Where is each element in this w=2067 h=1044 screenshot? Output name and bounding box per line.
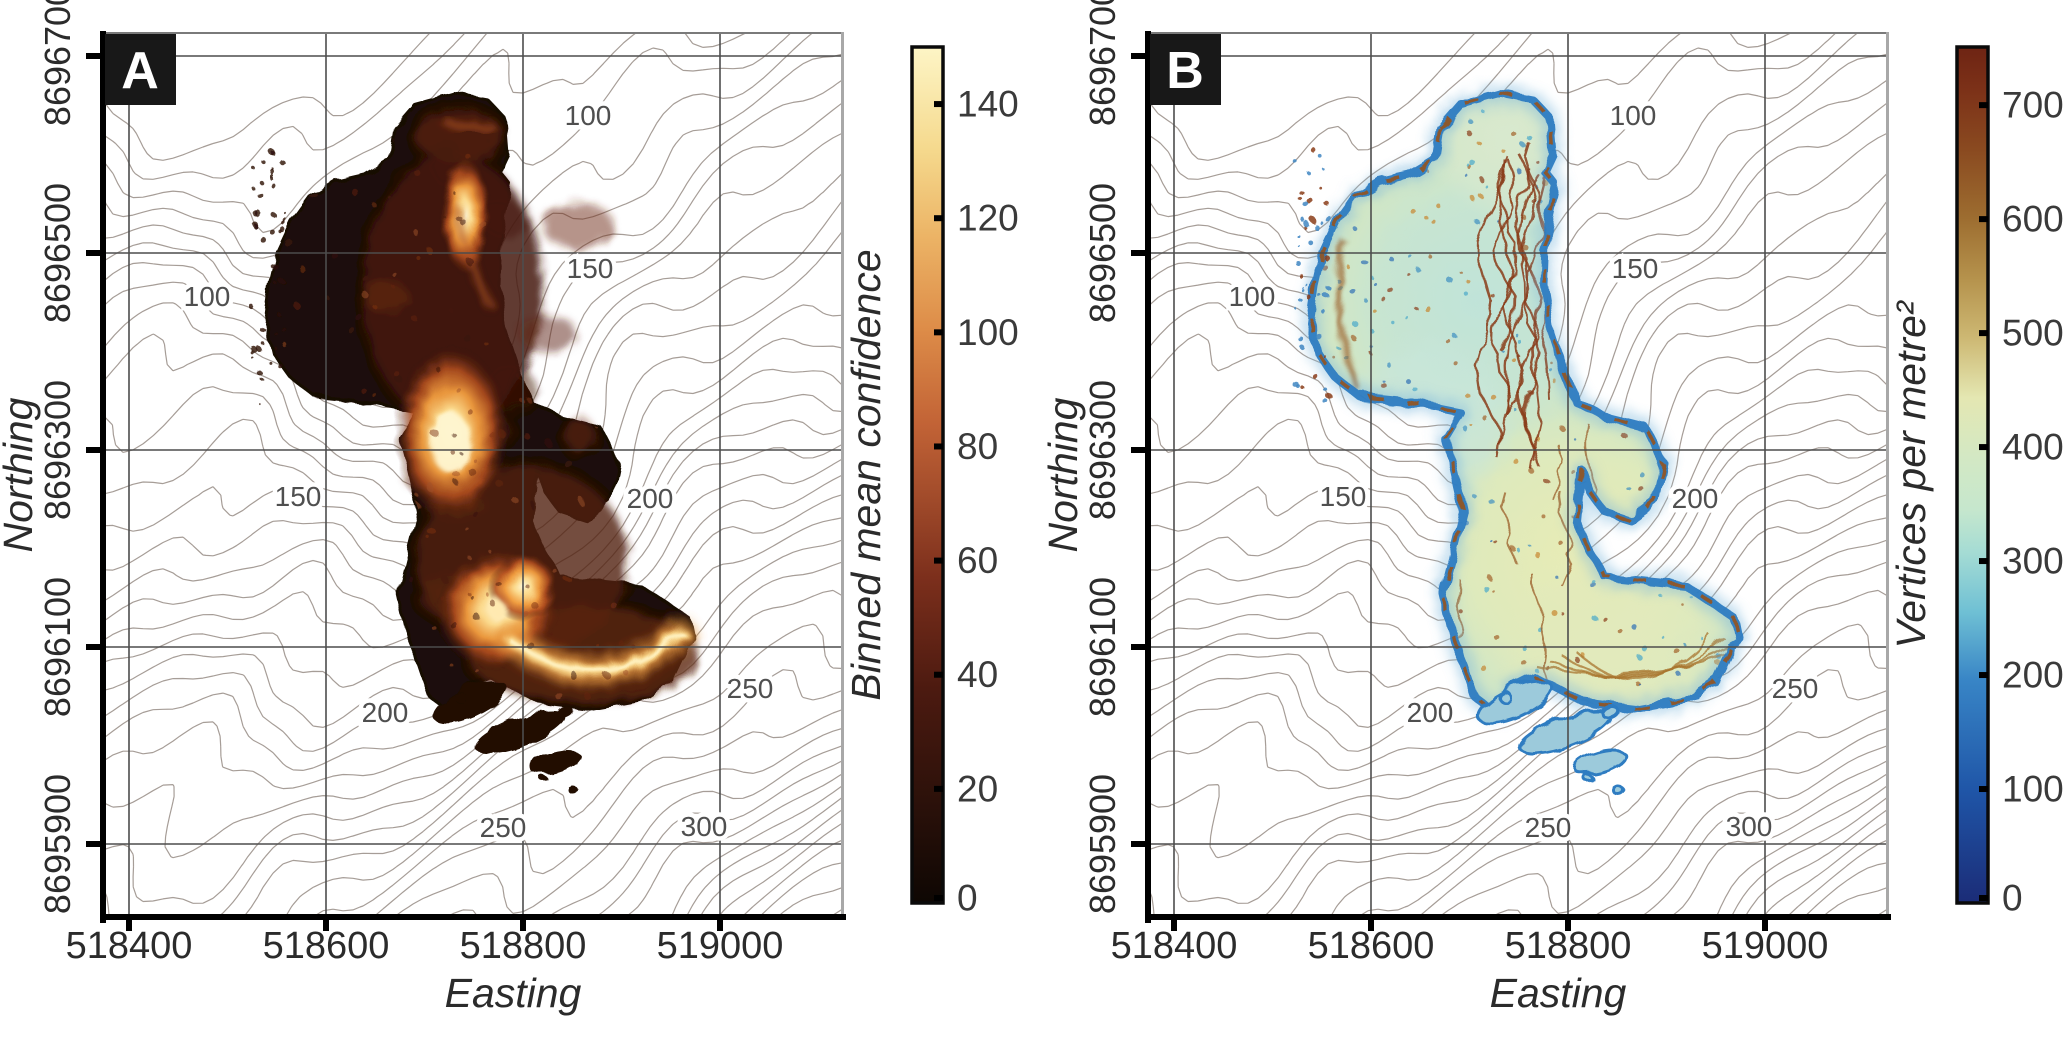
graticule-grid — [1148, 33, 1888, 917]
panel-label-box — [105, 34, 176, 105]
colorbar-tick-label: 120 — [957, 198, 1019, 239]
graticule-grid — [103, 33, 843, 917]
colorbar-tick-label: 100 — [2002, 769, 2064, 810]
colorbar-title: Binned mean confidence — [843, 249, 889, 700]
colorbar-tick-label: 20 — [957, 768, 998, 809]
y-axis-title: Northing — [0, 397, 41, 552]
contour-label: 300 — [1726, 811, 1773, 842]
colorbar-tick-label: 140 — [957, 84, 1019, 125]
colorbar: 0 100 200 300 400 500 600 700 Vertices per metre… — [1888, 45, 2064, 919]
colorbar-tick-label: 600 — [2002, 199, 2064, 240]
y-axis-title: Northing — [1040, 397, 1086, 552]
x-tick-label: 518600 — [1308, 925, 1435, 967]
contour-labels: 100 150 100 150 200 250 200 250 300 — [179, 96, 778, 848]
x-tick-label: 519000 — [1702, 925, 1829, 967]
y-tick-label: 8696500 — [1082, 183, 1123, 323]
colorbar-tick-label: 200 — [2002, 655, 2064, 696]
y-tick-label: 8696300 — [37, 380, 78, 520]
x-tick-label: 519000 — [657, 925, 784, 967]
contour-label: 250 — [1772, 673, 1819, 704]
colorbar-tick-label: 300 — [2002, 541, 2064, 582]
contour-label: 200 — [627, 483, 674, 514]
colorbar-tick-label: 0 — [957, 878, 978, 919]
contour-labels: 100 150 100 150 200 250 200 250 300 — [1224, 96, 1823, 848]
x-tick-label: 518600 — [263, 925, 390, 967]
colorbar-tick-label: 700 — [2002, 85, 2064, 126]
contour-label: 100 — [184, 281, 231, 312]
contour-label: 150 — [1320, 481, 1367, 512]
colorbar-tick-label: 500 — [2002, 313, 2064, 354]
x-tick-label: 518400 — [66, 925, 193, 967]
y-tick-label: 8696300 — [1082, 380, 1123, 520]
contour-label: 200 — [1407, 697, 1454, 728]
colorbar: 0 20 40 60 80 100 120 140 Binned mean confidence — [843, 45, 1019, 919]
colorbar-tick-label: 40 — [957, 654, 998, 695]
contour-label: 200 — [362, 697, 409, 728]
y-tick-label: 8696700 — [1082, 0, 1123, 126]
colorbar-title: Vertices per metre² — [1888, 300, 1934, 648]
y-tick-label: 8696100 — [1082, 577, 1123, 717]
colorbar-tick-label: 100 — [957, 312, 1019, 353]
panel-label: A — [121, 42, 159, 100]
contour-label: 150 — [567, 253, 614, 284]
y-tick-label: 8695900 — [37, 774, 78, 914]
x-axis-title: Easting — [1490, 970, 1627, 1016]
x-tick-label: 518400 — [1111, 925, 1238, 967]
x-tick-label: 518800 — [1505, 925, 1632, 967]
survey-footprint — [249, 92, 698, 794]
panel-label: B — [1166, 42, 1204, 100]
confidence-hotspots — [393, 117, 694, 684]
contour-label: 200 — [1672, 483, 1719, 514]
y-tick-label: 8696700 — [37, 0, 78, 126]
contour-label: 250 — [480, 812, 527, 843]
x-tick-label: 518800 — [460, 925, 587, 967]
colorbar-tick-label: 400 — [2002, 427, 2064, 468]
plot-area — [103, 33, 843, 917]
panel-label-box — [1150, 34, 1221, 105]
plot-area — [1148, 33, 1888, 917]
contour-label: 150 — [275, 481, 322, 512]
contour-label: 250 — [1525, 812, 1572, 843]
y-tick-label: 8696100 — [37, 577, 78, 717]
axis-frame: 518400 518600 518800 519000 8696700 8696500 86… — [0, 0, 846, 1016]
colorbar-tick-label: 0 — [2002, 878, 2023, 919]
colorbar-tick-label: 80 — [957, 426, 998, 467]
axis-frame: 518400 518600 518800 519000 8696700 8696500 86… — [1040, 0, 1891, 1016]
contour-label: 100 — [1610, 100, 1657, 131]
y-tick-label: 8696500 — [37, 183, 78, 323]
contour-label: 100 — [565, 100, 612, 131]
y-tick-label: 8695900 — [1082, 774, 1123, 914]
colorbar-tick-label: 60 — [957, 540, 998, 581]
contour-label: 150 — [1612, 253, 1659, 284]
contour-label: 250 — [727, 673, 774, 704]
contour-label: 100 — [1229, 281, 1276, 312]
contour-label: 300 — [681, 811, 728, 842]
x-axis-title: Easting — [445, 970, 582, 1016]
